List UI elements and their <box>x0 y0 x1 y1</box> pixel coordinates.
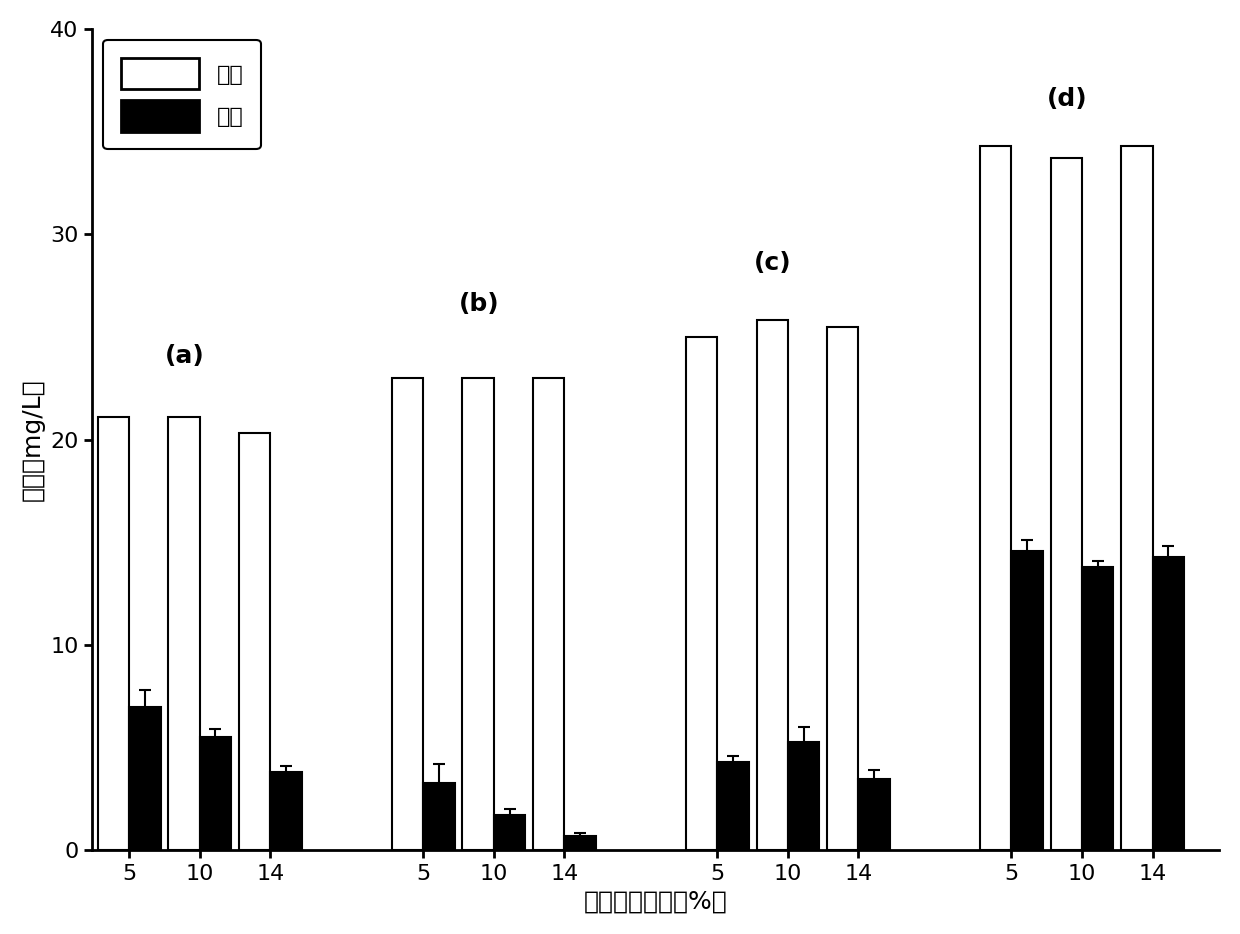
Bar <box>533 378 564 851</box>
Bar <box>980 146 1012 851</box>
Bar <box>717 762 749 851</box>
Bar <box>686 337 717 851</box>
Legend: 初始, 最终: 初始, 最终 <box>103 40 260 149</box>
Bar <box>98 417 129 851</box>
Bar <box>858 779 890 851</box>
Bar <box>463 378 494 851</box>
Bar <box>1012 550 1043 851</box>
Bar <box>564 836 595 851</box>
X-axis label: 二氧化碳浓度（%）: 二氧化碳浓度（%） <box>584 889 728 913</box>
Text: (d): (d) <box>1047 87 1087 111</box>
Bar <box>423 783 455 851</box>
Bar <box>787 742 820 851</box>
Text: (a): (a) <box>165 344 205 368</box>
Bar <box>756 320 787 851</box>
Text: (c): (c) <box>754 251 792 276</box>
Bar <box>129 707 160 851</box>
Bar <box>494 815 526 851</box>
Bar <box>239 433 270 851</box>
Text: (b): (b) <box>459 292 500 317</box>
Bar <box>392 378 423 851</box>
Y-axis label: 总氮（mg/L）: 总氮（mg/L） <box>21 378 45 501</box>
Bar <box>1121 146 1152 851</box>
Bar <box>1050 158 1083 851</box>
Bar <box>1083 567 1114 851</box>
Bar <box>169 417 200 851</box>
Bar <box>270 772 301 851</box>
Bar <box>827 327 858 851</box>
Bar <box>1152 557 1184 851</box>
Bar <box>200 738 231 851</box>
